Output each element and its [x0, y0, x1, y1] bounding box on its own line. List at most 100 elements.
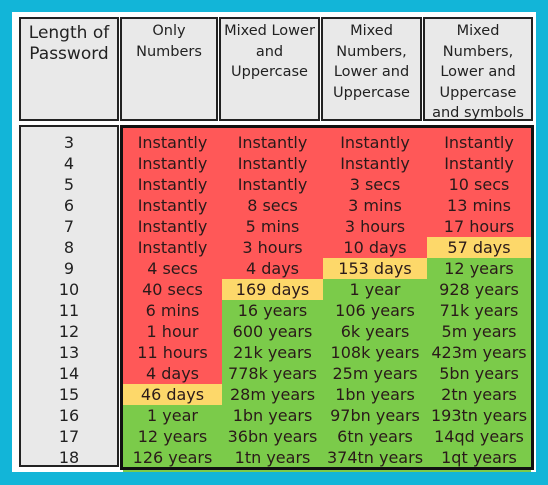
crack-time-cell: 28m years: [222, 384, 323, 405]
header-line: Numbers,: [336, 43, 407, 60]
crack-time-cell: 374tn years: [323, 447, 427, 468]
crack-time-cell: 423m years: [427, 342, 531, 363]
crack-time-cell: 193tn years: [427, 405, 531, 426]
crack-time-cell: 14qd years: [427, 426, 531, 447]
password-length-label: 4: [63, 154, 75, 173]
crack-time-cell: 1bn years: [222, 405, 323, 426]
crack-time-cell: 928 years: [427, 279, 531, 300]
header-mixed-numbers-lower-uppercase-symbols: Mixed Numbers, Lower and Uppercase and s…: [423, 17, 533, 121]
crack-time-cell: 6tn years: [323, 426, 427, 447]
header-line: and: [255, 43, 284, 60]
crack-time-cell: 5 mins: [222, 216, 323, 237]
password-length-label: 5: [63, 175, 75, 194]
length-column: 3 4 5 6 7 8 9 10 11 12 13 14 15 16 17 18: [19, 125, 119, 467]
crack-time-cell: 11 hours: [123, 342, 222, 363]
crack-time-cell: 5bn years: [427, 363, 531, 384]
crack-time-cell: 5m years: [427, 321, 531, 342]
crack-time-cell: Instantly: [323, 153, 427, 174]
crack-time-cell: 2tn years: [427, 384, 531, 405]
crack-time-cell: 1tn years: [222, 447, 323, 468]
crack-time-cell: 36bn years: [222, 426, 323, 447]
crack-time-cell: 12 years: [123, 426, 222, 447]
password-length-label: 13: [58, 343, 80, 362]
crack-time-cell: 17 hours: [427, 216, 531, 237]
crack-time-cell: 57 days: [427, 237, 531, 258]
password-length-label: 6: [63, 196, 75, 215]
password-length-label: 9: [63, 259, 75, 278]
password-length-label: 14: [58, 364, 80, 383]
crack-time-cell: Instantly: [123, 195, 222, 216]
password-length-label: 12: [58, 322, 80, 341]
password-length-label: 18: [58, 448, 80, 467]
header-only-numbers: Only Numbers: [120, 17, 218, 121]
header-line: Lower and: [333, 64, 410, 80]
crack-time-cell: 8 secs: [222, 195, 323, 216]
password-length-label: 16: [58, 406, 80, 425]
header-line: Lower and: [440, 64, 516, 80]
crack-time-cell: 71k years: [427, 300, 531, 321]
crack-time-cell: 1bn years: [323, 384, 427, 405]
crack-time-cell: 169 days: [222, 279, 323, 300]
header-length-of-password: Length of Password: [19, 17, 119, 121]
grid-top-strip: [123, 128, 531, 132]
crack-time-cell: 21k years: [222, 342, 323, 363]
crack-time-cell: 46 days: [123, 384, 222, 405]
crack-time-cell: Instantly: [427, 153, 531, 174]
crack-time-cell: 153 days: [323, 258, 427, 279]
password-length-label: 17: [58, 427, 80, 446]
crack-time-cell: 3 hours: [222, 237, 323, 258]
header-mixed-lower-uppercase: Mixed Lower and Uppercase: [219, 17, 320, 121]
header-line: Uppercase: [231, 64, 308, 80]
crack-time-cell: 4 secs: [123, 258, 222, 279]
header-line: Uppercase: [333, 84, 410, 101]
header-line: Mixed: [456, 23, 500, 39]
crack-time-cell: Instantly: [323, 132, 427, 153]
password-length-label: 8: [63, 238, 75, 257]
password-strength-table: Length of Password Only Numbers Mixed Lo…: [12, 12, 536, 472]
crack-time-cell: 108k years: [323, 342, 427, 363]
password-length-label: 7: [63, 217, 75, 236]
header-line: Uppercase: [439, 84, 517, 101]
crack-time-cell: 97bn years: [323, 405, 427, 426]
header-line: Mixed: [350, 23, 393, 39]
header-line: and symbols: [432, 105, 524, 121]
password-length-label: 11: [58, 301, 80, 320]
crack-time-cell: Instantly: [123, 216, 222, 237]
crack-time-cell: 600 years: [222, 321, 323, 342]
header-line: Numbers: [136, 43, 202, 60]
crack-time-cell: Instantly: [222, 174, 323, 195]
crack-time-cell: 25m years: [323, 363, 427, 384]
crack-time-cell: 106 years: [323, 300, 427, 321]
crack-time-cell: 6k years: [323, 321, 427, 342]
crack-time-cell: 3 secs: [323, 174, 427, 195]
header-mixed-numbers-lower-uppercase: Mixed Numbers, Lower and Uppercase: [321, 17, 422, 121]
password-length-label: 3: [63, 133, 75, 152]
crack-time-cell: 4 days: [123, 363, 222, 384]
header-line: Only: [152, 23, 186, 39]
crack-time-cell: 778k years: [222, 363, 323, 384]
crack-time-cell: 40 secs: [123, 279, 222, 300]
header-line: Numbers,: [442, 43, 514, 60]
crack-time-cell: Instantly: [123, 132, 222, 153]
grid-filler: [123, 468, 531, 472]
password-length-label: 10: [58, 280, 80, 299]
crack-time-cell: 13 mins: [427, 195, 531, 216]
crack-time-cell: 10 days: [323, 237, 427, 258]
header-line: Password: [29, 44, 109, 64]
crack-time-cell: 4 days: [222, 258, 323, 279]
crack-time-cell: 1qt years: [427, 447, 531, 468]
crack-time-cell: 1 hour: [123, 321, 222, 342]
crack-time-cell: 1 year: [323, 279, 427, 300]
crack-time-cell: Instantly: [427, 132, 531, 153]
crack-time-cell: 6 mins: [123, 300, 222, 321]
password-length-label: 15: [58, 385, 80, 404]
crack-time-cell: 3 hours: [323, 216, 427, 237]
header-line: Length of: [28, 23, 110, 43]
crack-time-cell: 10 secs: [427, 174, 531, 195]
header-line: Mixed Lower: [224, 23, 315, 39]
crack-time-cell: 16 years: [222, 300, 323, 321]
crack-time-cell: 12 years: [427, 258, 531, 279]
crack-time-cell: 3 mins: [323, 195, 427, 216]
crack-time-cell: Instantly: [123, 153, 222, 174]
crack-time-cell: 1 year: [123, 405, 222, 426]
